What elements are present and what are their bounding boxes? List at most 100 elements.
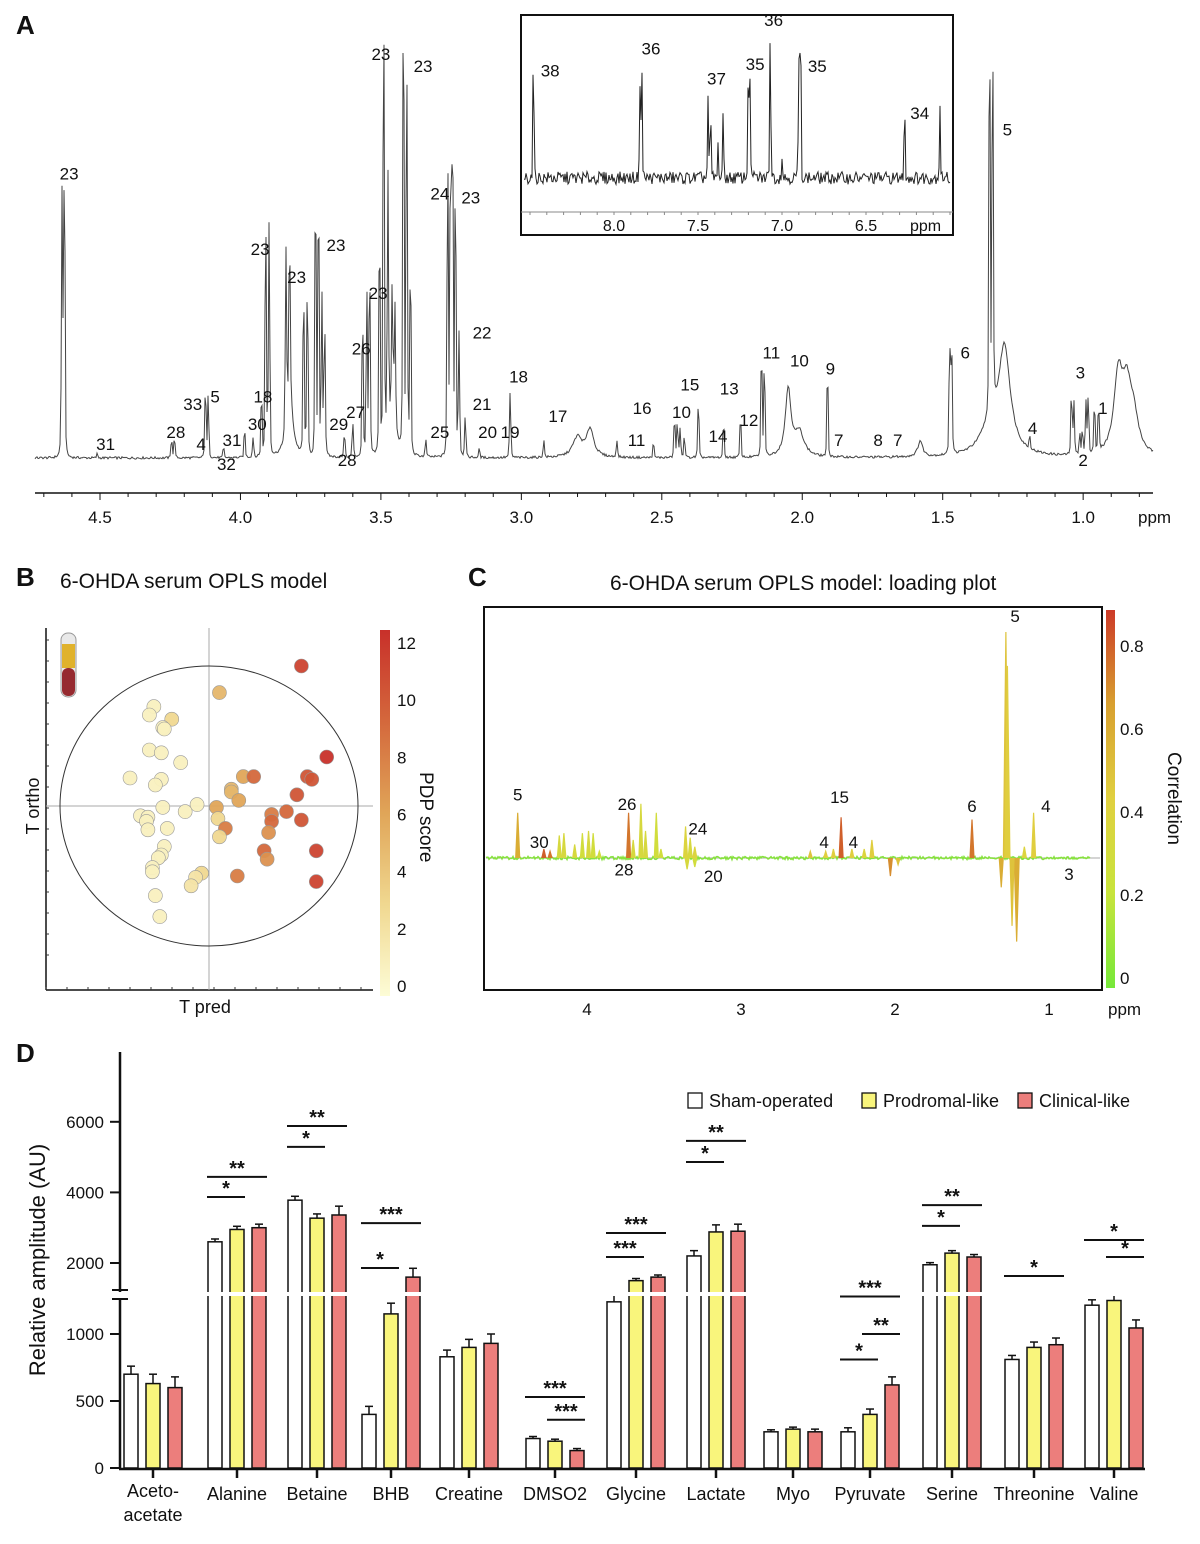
bar-sham-operated xyxy=(840,1431,856,1469)
panel-b-title: 6-OHDA serum OPLS model xyxy=(60,570,327,593)
opls-score-plot: 0 2 4 6 8 10 12 PDP score T pred T ortho xyxy=(23,628,436,1017)
peak-label: 20 xyxy=(478,423,497,442)
significance-stars: * xyxy=(701,1143,709,1165)
colorbar-tick-label: 0.4 xyxy=(1120,803,1144,822)
x-tick-label: 3 xyxy=(736,1000,745,1019)
x-tick-label: 4 xyxy=(582,1000,591,1019)
peak-label: 31 xyxy=(96,435,115,454)
category-label: BHB xyxy=(372,1484,409,1504)
score-point xyxy=(142,742,157,758)
category-label-line: Creatine xyxy=(435,1484,503,1504)
loading-peak xyxy=(861,848,867,859)
significance-stars: ** xyxy=(309,1107,325,1129)
peak-label: 6 xyxy=(960,344,969,363)
significance-stars: * xyxy=(1110,1221,1118,1243)
loading-peak xyxy=(515,812,521,859)
loading-peak xyxy=(838,817,844,859)
loading-peak xyxy=(1031,812,1037,859)
significance-stars: *** xyxy=(613,1238,637,1260)
inset-trace xyxy=(524,43,951,187)
loading-peak xyxy=(998,857,1004,888)
colorbar-tick-label: 12 xyxy=(397,634,416,653)
loading-peak xyxy=(1013,857,1020,942)
loading-peak xyxy=(849,848,855,859)
significance-stars: *** xyxy=(858,1277,882,1299)
category-label-line: Lactate xyxy=(686,1484,745,1504)
loading-peak xyxy=(823,849,829,859)
category-label: Betaine xyxy=(286,1484,347,1504)
colorbar-tick-label: 0.8 xyxy=(1120,637,1144,656)
peak-label: 29 xyxy=(329,415,348,434)
y-tick-label: 6000 xyxy=(66,1113,104,1132)
legend-label: Clinical-like xyxy=(1039,1091,1130,1111)
bar-sham-operated xyxy=(686,1255,702,1469)
tube-blood xyxy=(62,668,75,696)
peak-label: 11 xyxy=(763,344,781,363)
bar-sham-operated xyxy=(606,1301,622,1469)
score-point xyxy=(230,868,245,884)
colorbar-tick-label: 0.2 xyxy=(1120,886,1144,905)
loading-label: 3 xyxy=(1064,865,1073,884)
significance-stars: * xyxy=(855,1340,863,1362)
colorbar-tick-label: 4 xyxy=(397,863,406,882)
peak-label: 28 xyxy=(166,423,185,442)
bar-prodromal-like xyxy=(1026,1346,1042,1469)
peak-label: 4 xyxy=(196,435,205,454)
score-point xyxy=(308,843,324,859)
peak-label: 9 xyxy=(826,359,835,378)
y-axis-label: Relative amplitude (AU) xyxy=(25,1144,50,1376)
peak-label: 2 xyxy=(1078,451,1087,470)
score-point xyxy=(189,797,205,812)
loading-peak xyxy=(969,819,975,859)
bar-prodromal-like xyxy=(309,1217,325,1469)
category-label-line: DMSO2 xyxy=(523,1484,587,1504)
loading-peak xyxy=(692,846,698,859)
significance-stars: * xyxy=(302,1128,310,1150)
peak-label: 3 xyxy=(1076,363,1085,382)
significance-stars: ** xyxy=(229,1158,245,1180)
peak-label: 13 xyxy=(720,379,739,398)
colorbar-tick-label: 0 xyxy=(1120,969,1129,988)
loading-peak xyxy=(630,839,636,859)
category-label-line: Myo xyxy=(776,1484,810,1504)
peak-label: 12 xyxy=(739,411,758,430)
x-axis-label: ppm xyxy=(1108,1000,1141,1019)
metabolite-bar-chart: 0 500 1000 2000 4000 6000 Relative amplitude (… xyxy=(25,1052,1150,1525)
legend-label: Prodromal-like xyxy=(883,1091,999,1111)
bar-prodromal-like xyxy=(461,1346,477,1469)
aromatic-inset: 8.0 7.5 7.0 6.5 ppm 38 36 37 35 36 35 34 xyxy=(520,11,954,236)
loading-peak xyxy=(658,848,664,859)
category-label-line: acetate xyxy=(123,1505,182,1525)
peak-label: 15 xyxy=(680,375,699,394)
panel-b-letter: B xyxy=(16,562,35,592)
score-point xyxy=(122,770,138,786)
peak-label: 18 xyxy=(509,367,528,386)
loading-peak xyxy=(1009,857,1015,926)
inset-peak-label: 35 xyxy=(808,57,827,76)
peak-label: 25 xyxy=(430,423,449,442)
peak-label: 7 xyxy=(893,431,902,450)
score-point xyxy=(319,749,335,765)
colorbar-tick-label: 2 xyxy=(397,920,406,939)
category-label-line: BHB xyxy=(372,1484,409,1504)
loading-peak xyxy=(869,839,875,859)
significance-stars: ** xyxy=(873,1315,889,1337)
category-label-line: Alanine xyxy=(207,1484,267,1504)
bar-prodromal-like xyxy=(229,1228,245,1469)
category-label: Valine xyxy=(1090,1484,1139,1504)
loading-peak xyxy=(547,849,553,859)
score-point xyxy=(259,851,275,867)
loading-label: 15 xyxy=(830,788,849,807)
plot-frame xyxy=(483,606,1103,991)
peak-label: 26 xyxy=(352,340,371,359)
category-label-line: Glycine xyxy=(606,1484,666,1504)
loading-label: 26 xyxy=(618,795,637,814)
loading-peak xyxy=(653,812,659,859)
loading-label: 4 xyxy=(819,833,828,852)
peak-label: 30 xyxy=(248,415,267,434)
score-point xyxy=(183,878,199,894)
hotelling-ellipse xyxy=(59,665,359,947)
colorbar-label: PDP score xyxy=(415,772,436,862)
loading-label: 5 xyxy=(513,786,522,805)
loading-peak xyxy=(687,837,693,859)
